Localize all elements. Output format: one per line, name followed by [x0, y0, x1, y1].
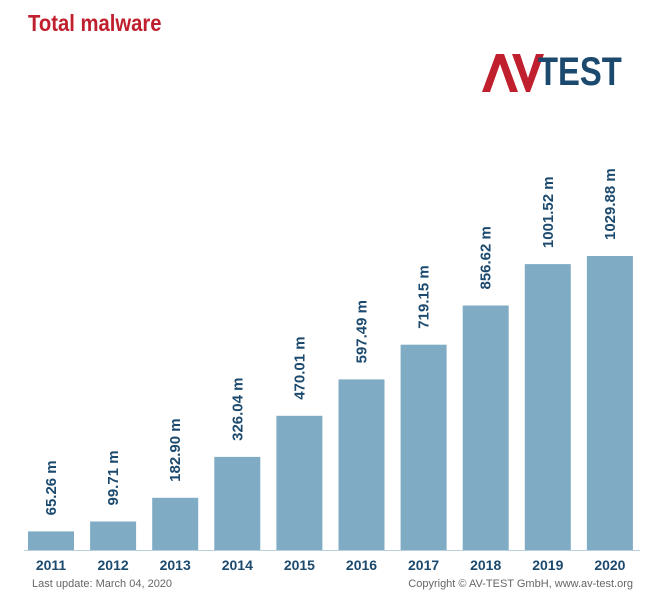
x-tick-label-2014: 2014 — [222, 557, 253, 573]
bar-2017 — [400, 344, 447, 550]
x-tick-label-2011: 2011 — [36, 557, 67, 573]
value-label-2011: 65.26 m — [43, 460, 60, 515]
value-label-2012: 99.71 m — [105, 450, 122, 505]
bar-2011 — [28, 531, 74, 550]
value-label-2019: 1001.52 m — [540, 176, 557, 248]
value-label-2015: 470.01 m — [291, 336, 308, 399]
av-test-logo: TEST — [482, 50, 642, 94]
x-tick-label-2013: 2013 — [160, 557, 191, 573]
value-label-2013: 182.90 m — [167, 418, 184, 481]
bar-2016 — [338, 379, 385, 550]
value-label-2017: 719.15 m — [416, 265, 433, 328]
value-label-2018: 856.62 m — [478, 226, 495, 289]
logo-text: TEST — [538, 50, 622, 94]
x-tick-label-2017: 2017 — [408, 557, 439, 573]
bar-2014 — [214, 456, 261, 550]
x-tick-label-2019: 2019 — [532, 557, 563, 573]
chart-title: Total malware — [28, 10, 162, 36]
value-label-2016: 597.49 m — [354, 300, 371, 363]
copyright-text: Copyright © AV-TEST GmbH, www.av-test.or… — [408, 578, 633, 590]
bar-2018 — [462, 305, 509, 550]
bar-2020 — [586, 256, 633, 550]
bar-2012 — [90, 521, 137, 550]
bar-2015 — [276, 415, 323, 550]
x-tick-label-2020: 2020 — [594, 557, 625, 573]
x-tick-label-2015: 2015 — [284, 557, 315, 573]
value-label-2020: 1029.88 m — [602, 168, 619, 240]
value-label-2014: 326.04 m — [229, 378, 246, 441]
last-update-text: Last update: March 04, 2020 — [32, 578, 173, 590]
bar-2013 — [152, 497, 199, 550]
bar-2019 — [524, 264, 571, 550]
x-tick-label-2018: 2018 — [470, 557, 501, 573]
x-tick-label-2016: 2016 — [346, 557, 377, 573]
x-tick-label-2012: 2012 — [98, 557, 129, 573]
av-logo-mark-icon — [482, 54, 544, 92]
